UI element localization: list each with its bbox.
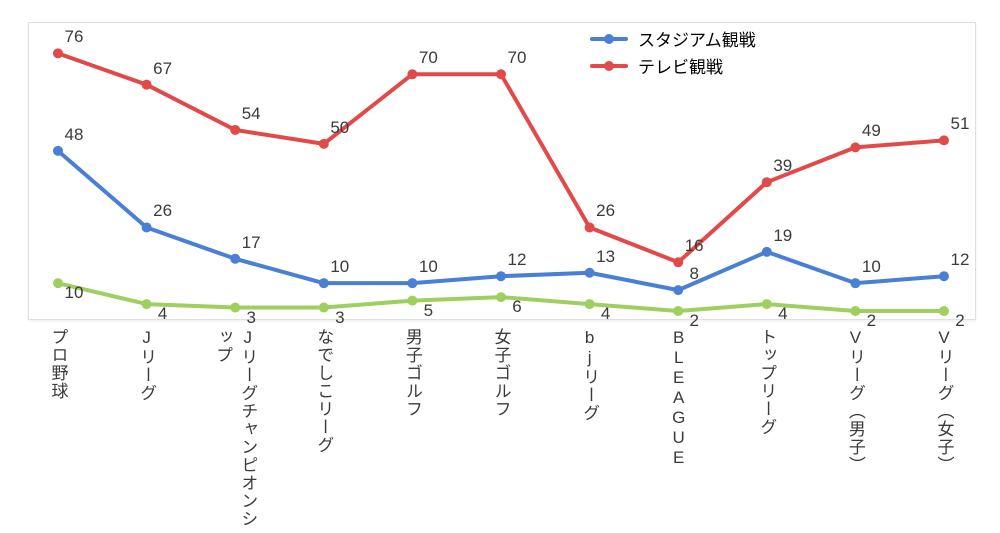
legend-swatch xyxy=(590,64,628,68)
data-label: 49 xyxy=(862,121,881,141)
x-axis-label: Vリーグ（男子） xyxy=(843,328,868,474)
series-marker xyxy=(939,135,949,145)
series-marker xyxy=(319,303,329,313)
series-marker xyxy=(319,139,329,149)
data-label: 12 xyxy=(951,250,970,270)
data-label: 16 xyxy=(685,236,704,256)
series-marker xyxy=(407,296,417,306)
data-label: 51 xyxy=(951,114,970,134)
data-label: 3 xyxy=(246,308,255,328)
data-label: 48 xyxy=(65,125,84,145)
series-marker xyxy=(585,222,595,232)
data-label: 13 xyxy=(596,247,615,267)
series-marker xyxy=(142,222,152,232)
legend-item: テレビ観戦 xyxy=(590,53,756,78)
series-marker xyxy=(496,292,506,302)
x-axis-label: 男子ゴルフ xyxy=(400,328,425,418)
data-label: 39 xyxy=(773,156,792,176)
data-label: 70 xyxy=(508,48,527,68)
data-label: 19 xyxy=(773,226,792,246)
data-label: 76 xyxy=(65,27,84,47)
series-marker xyxy=(939,306,949,316)
data-label: 70 xyxy=(419,48,438,68)
series-marker xyxy=(939,271,949,281)
data-label: 2 xyxy=(955,311,964,331)
line-chart: スタジアム観戦テレビ観戦 482617101012138191012766754… xyxy=(0,0,1000,533)
data-label: 6 xyxy=(512,297,521,317)
data-label: 3 xyxy=(335,308,344,328)
data-label: 54 xyxy=(242,104,261,124)
series-marker xyxy=(53,146,63,156)
data-label: 4 xyxy=(158,304,167,324)
legend-label: テレビ観戦 xyxy=(638,53,723,78)
data-label: 4 xyxy=(601,304,610,324)
x-axis-label: トップリーグ xyxy=(754,328,779,436)
series-marker xyxy=(585,268,595,278)
data-label: 67 xyxy=(153,59,172,79)
series-marker xyxy=(850,306,860,316)
x-axis-label: 女子ゴルフ xyxy=(489,328,514,418)
x-axis-label: BLEAGUE xyxy=(668,328,688,468)
x-axis-label: Jリーグチャンピオンシップ xyxy=(210,328,260,533)
series-line xyxy=(58,151,944,290)
data-label: 26 xyxy=(153,201,172,221)
series-marker xyxy=(230,254,240,264)
series-marker xyxy=(496,69,506,79)
series-marker xyxy=(142,299,152,309)
series-marker xyxy=(142,80,152,90)
series-marker xyxy=(230,125,240,135)
data-label: 10 xyxy=(419,257,438,277)
x-axis-label: プロ野球 xyxy=(46,328,71,400)
series-marker xyxy=(762,177,772,187)
x-axis-label: Vリーグ（女子） xyxy=(932,328,957,474)
series-marker xyxy=(762,247,772,257)
x-axis-label: なでしこリーグ xyxy=(311,328,336,454)
series-marker xyxy=(407,278,417,288)
series-marker xyxy=(762,299,772,309)
series-marker xyxy=(585,299,595,309)
data-label: 26 xyxy=(596,201,615,221)
data-label: 17 xyxy=(242,233,261,253)
legend-swatch xyxy=(590,37,628,41)
series-line xyxy=(58,53,944,262)
x-axis-label: Jリーグ xyxy=(134,328,159,402)
x-axis-label: bjリーグ xyxy=(577,328,602,422)
series-marker xyxy=(673,257,683,267)
data-label: 2 xyxy=(867,311,876,331)
series-marker xyxy=(53,278,63,288)
data-label: 4 xyxy=(778,304,787,324)
data-label: 5 xyxy=(424,301,433,321)
series-marker xyxy=(407,69,417,79)
data-label: 10 xyxy=(330,257,349,277)
series-marker xyxy=(319,278,329,288)
legend-label: スタジアム観戦 xyxy=(638,26,756,51)
data-label: 12 xyxy=(508,250,527,270)
data-label: 2 xyxy=(689,311,698,331)
data-label: 10 xyxy=(862,257,881,277)
data-label: 50 xyxy=(330,118,349,138)
series-marker xyxy=(673,306,683,316)
series-marker xyxy=(53,48,63,58)
legend-item: スタジアム観戦 xyxy=(590,26,756,51)
series-marker xyxy=(850,278,860,288)
data-label: 10 xyxy=(65,283,84,303)
series-marker xyxy=(230,303,240,313)
series-marker xyxy=(850,142,860,152)
series-marker xyxy=(673,285,683,295)
legend: スタジアム観戦テレビ観戦 xyxy=(590,26,756,80)
series-marker xyxy=(496,271,506,281)
data-label: 8 xyxy=(689,264,698,284)
